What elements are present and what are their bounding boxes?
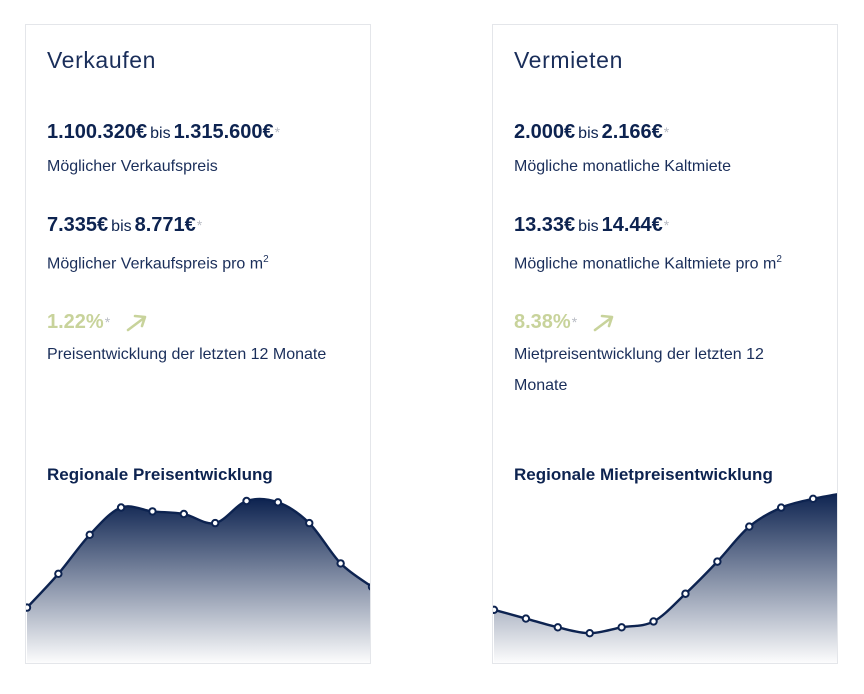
sell-sqm-label-wrap: Möglicher Verkaufspreis pro m2 xyxy=(47,244,360,279)
chart-point-2[interactable] xyxy=(54,569,63,578)
chart-point-2[interactable] xyxy=(521,614,531,623)
rent-trend-block: 8.38%* Mietpreisentwicklung der letzten … xyxy=(514,309,827,401)
rent-sqm-low: 13.33€ xyxy=(514,214,576,236)
chart-point-7[interactable] xyxy=(210,518,220,528)
chart-point-10[interactable] xyxy=(305,518,314,528)
rent-trend-row: 8.38%* xyxy=(514,309,827,335)
sell-trend-block: 1.22%* Preisentwicklung der letzten 12 M… xyxy=(47,309,360,370)
sell-price-sep: bis xyxy=(150,125,171,142)
chart-area-fill xyxy=(494,494,837,663)
rent-card-title: Vermieten xyxy=(514,47,623,73)
rent-price-sep: bis xyxy=(578,125,599,142)
sell-card-title: Verkaufen xyxy=(47,47,156,73)
sell-price-block: 1.100.320€ bis 1.315.600€* Möglicher Verka… xyxy=(47,119,360,182)
rent-trend-value: 8.38% xyxy=(514,311,571,333)
rent-sqm-label-wrap: Mögliche monatliche Kaltmiete pro m2 xyxy=(514,244,827,279)
chart-point-10[interactable] xyxy=(776,503,786,512)
chart-point-4[interactable] xyxy=(116,503,126,512)
sell-card: Verkaufen 1.100.320€ bis 1.315.600€* Mögli… xyxy=(25,24,371,664)
rent-price-asterisk: * xyxy=(663,124,670,140)
sell-sqm-asterisk: * xyxy=(196,217,203,233)
arrow-up-right-icon xyxy=(593,314,614,332)
chart-point-1[interactable] xyxy=(26,603,32,612)
rent-sqm-sup: 2 xyxy=(776,254,782,265)
chart-point-3[interactable] xyxy=(553,623,563,632)
sell-trend-asterisk: * xyxy=(104,314,111,330)
sell-sqm-high: 8.771€ xyxy=(134,214,196,236)
arrow-up-right-icon xyxy=(126,314,147,332)
rent-price-low: 2.000€ xyxy=(514,121,576,143)
rent-card: Vermieten 2.000€ bis 2.166€* Mögliche mona… xyxy=(492,24,838,664)
chart-point-9[interactable] xyxy=(745,522,754,531)
sell-price-label: Möglicher Verkaufspreis xyxy=(47,158,218,175)
chart-area-fill xyxy=(27,498,370,663)
rent-price-range: 2.000€ bis 2.166€* xyxy=(514,119,827,147)
chart-point-7[interactable] xyxy=(681,589,690,598)
sell-sqm-block: 7.335€ bis 8.771€* Möglicher Verkaufspreis… xyxy=(47,212,360,279)
sell-price-chart xyxy=(26,496,371,663)
rent-price-label: Mögliche monatliche Kaltmiete xyxy=(514,158,731,175)
rent-sqm-high: 14.44€ xyxy=(601,214,663,236)
chart-point-8[interactable] xyxy=(713,557,722,566)
rent-sqm-range: 13.33€ bis 14.44€* xyxy=(514,212,827,240)
chart-point-11[interactable] xyxy=(336,559,345,568)
rent-price-high: 2.166€ xyxy=(601,121,663,143)
sell-price-asterisk: * xyxy=(274,124,281,140)
sell-sqm-sep: bis xyxy=(111,218,132,235)
chart-point-8[interactable] xyxy=(242,496,251,506)
chart-point-6[interactable] xyxy=(179,509,189,519)
sell-chart-title: Regionale Preisentwicklung xyxy=(47,465,273,484)
rent-price-block: 2.000€ bis 2.166€* Mögliche monatliche Kal… xyxy=(514,119,827,182)
rent-trend-label: Mietpreisentwicklung der letzten 12 Mona… xyxy=(514,346,764,394)
chart-point-5[interactable] xyxy=(148,507,157,516)
chart-point-9[interactable] xyxy=(273,498,283,507)
chart-point-1[interactable] xyxy=(493,605,499,614)
chart-point-11[interactable] xyxy=(808,494,818,504)
rent-sqm-asterisk: * xyxy=(663,217,670,233)
chart-point-12[interactable] xyxy=(367,583,371,591)
rent-sqm-block: 13.33€ bis 14.44€* Mögliche monatliche Kal… xyxy=(514,212,827,279)
rent-price-chart xyxy=(493,493,837,663)
sell-trend-value: 1.22% xyxy=(47,311,104,333)
chart-point-5[interactable] xyxy=(617,623,626,632)
chart-point-3[interactable] xyxy=(85,530,94,539)
sell-trend-row: 1.22%* xyxy=(47,309,360,335)
sell-price-range: 1.100.320€ bis 1.315.600€* xyxy=(47,119,360,147)
sell-sqm-label: Möglicher Verkaufspreis pro m xyxy=(47,255,264,273)
sell-price-high: 1.315.600€ xyxy=(173,121,274,143)
sell-price-low: 1.100.320€ xyxy=(47,121,148,143)
sell-sqm-range: 7.335€ bis 8.771€* xyxy=(47,212,360,240)
chart-point-4[interactable] xyxy=(585,628,594,638)
sell-sqm-low: 7.335€ xyxy=(47,214,109,236)
chart-point-6[interactable] xyxy=(649,617,658,626)
sell-sqm-sup: 2 xyxy=(263,254,269,265)
rent-trend-asterisk: * xyxy=(571,314,578,330)
rent-chart-title: Regionale Mietpreisentwicklung xyxy=(514,465,773,484)
sell-trend-label: Preisentwicklung der letzten 12 Monate xyxy=(47,346,327,363)
rent-sqm-label: Mögliche monatliche Kaltmiete pro m xyxy=(514,255,777,273)
rent-sqm-sep: bis xyxy=(578,218,599,235)
